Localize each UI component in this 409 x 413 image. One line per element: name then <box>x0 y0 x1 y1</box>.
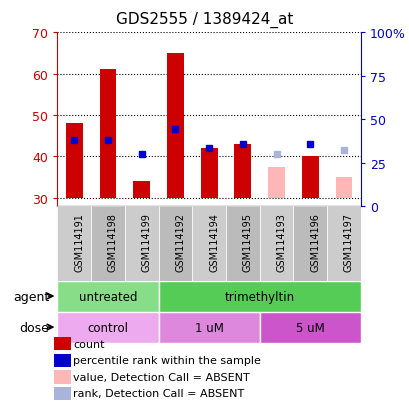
Text: GSM114194: GSM114194 <box>209 212 218 271</box>
Bar <box>158 312 259 343</box>
Bar <box>259 206 293 281</box>
Text: count: count <box>73 339 104 349</box>
Text: GSM114193: GSM114193 <box>276 212 286 271</box>
Text: GSM114192: GSM114192 <box>175 212 185 271</box>
Bar <box>99 70 116 198</box>
Text: value, Detection Call = ABSENT: value, Detection Call = ABSENT <box>73 372 249 382</box>
Bar <box>326 206 360 281</box>
Text: GSM114195: GSM114195 <box>242 212 252 271</box>
Bar <box>192 206 225 281</box>
Bar <box>54 387 71 400</box>
Text: percentile rank within the sample: percentile rank within the sample <box>73 356 260 366</box>
Bar <box>57 206 91 281</box>
Text: GSM114191: GSM114191 <box>74 212 84 271</box>
Text: GSM114198: GSM114198 <box>108 212 118 271</box>
Bar <box>335 178 351 198</box>
Bar <box>234 145 251 198</box>
Bar <box>133 182 150 198</box>
Text: 5 uM: 5 uM <box>295 321 324 334</box>
Bar <box>259 312 360 343</box>
Bar <box>158 206 192 281</box>
Text: untreated: untreated <box>79 290 137 303</box>
Bar <box>225 206 259 281</box>
Text: GSM114197: GSM114197 <box>343 212 353 271</box>
Bar <box>200 149 217 198</box>
Bar <box>124 206 158 281</box>
Bar <box>57 312 158 343</box>
Text: dose: dose <box>19 321 49 334</box>
Text: GDS2555 / 1389424_at: GDS2555 / 1389424_at <box>116 12 293 28</box>
Bar <box>54 337 71 351</box>
Text: control: control <box>87 321 128 334</box>
Bar <box>166 54 183 198</box>
Bar <box>158 281 360 312</box>
Text: GSM114196: GSM114196 <box>310 212 319 271</box>
Bar <box>267 167 284 198</box>
Bar <box>293 206 326 281</box>
Text: trimethyltin: trimethyltin <box>224 290 294 303</box>
Text: rank, Detection Call = ABSENT: rank, Detection Call = ABSENT <box>73 389 244 399</box>
Text: 1 uM: 1 uM <box>194 321 223 334</box>
Bar <box>301 157 318 198</box>
Text: GSM114199: GSM114199 <box>142 212 151 271</box>
Bar <box>66 124 83 198</box>
Bar <box>54 354 71 367</box>
Bar <box>57 281 158 312</box>
Bar <box>91 206 124 281</box>
Bar <box>54 370 71 384</box>
Text: agent: agent <box>13 290 49 303</box>
